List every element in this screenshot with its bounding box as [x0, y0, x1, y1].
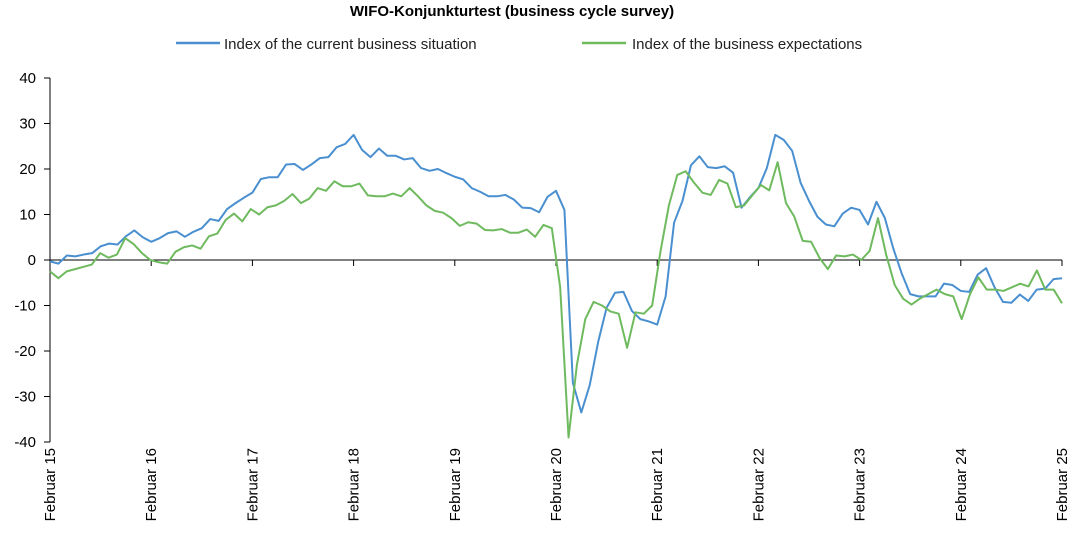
x-tick-label: Februar 20 — [548, 448, 565, 521]
x-tick-label: Februar 25 — [1054, 448, 1071, 521]
x-tick-label: Februar 22 — [750, 448, 767, 521]
x-tick-label: Februar 24 — [953, 448, 970, 521]
x-tick-label: Februar 21 — [649, 448, 666, 521]
y-tick-label: 0 — [28, 252, 36, 269]
y-tick-label: -20 — [14, 343, 36, 360]
legend-label-1: Index of the current business situation — [224, 36, 477, 53]
x-tick-label: Februar 16 — [143, 448, 160, 521]
y-axis: 40 30 20 10 0 -10 -20 -30 -40 — [14, 70, 50, 451]
series-layer — [49, 133, 1063, 439]
x-tick-label: Februar 19 — [447, 448, 464, 521]
y-tick-label: -40 — [14, 434, 36, 451]
y-tick-label: 20 — [19, 161, 36, 178]
x-axis: Februar 15 Februar 16 Februar 17 Februar 18… — [42, 260, 1071, 521]
y-tick-label: 10 — [19, 207, 36, 224]
x-tick-label: Februar 23 — [852, 448, 869, 521]
series-line-2 — [49, 161, 1063, 439]
y-tick-label: -30 — [14, 389, 36, 406]
x-tick-label: Februar 17 — [244, 448, 261, 521]
y-tick-label: 30 — [19, 116, 36, 133]
x-tick-label: Februar 15 — [42, 448, 59, 521]
series-line-1 — [49, 133, 1063, 414]
x-tick-label: Februar 18 — [346, 448, 363, 521]
legend-label-2: Index of the business expectations — [632, 36, 862, 53]
legend: Index of the current business situation I… — [176, 36, 862, 53]
y-tick-label: 40 — [19, 70, 36, 87]
y-tick-label: -10 — [14, 298, 36, 315]
chart-title: WIFO-Konjunkturtest (business cycle surv… — [350, 3, 674, 20]
